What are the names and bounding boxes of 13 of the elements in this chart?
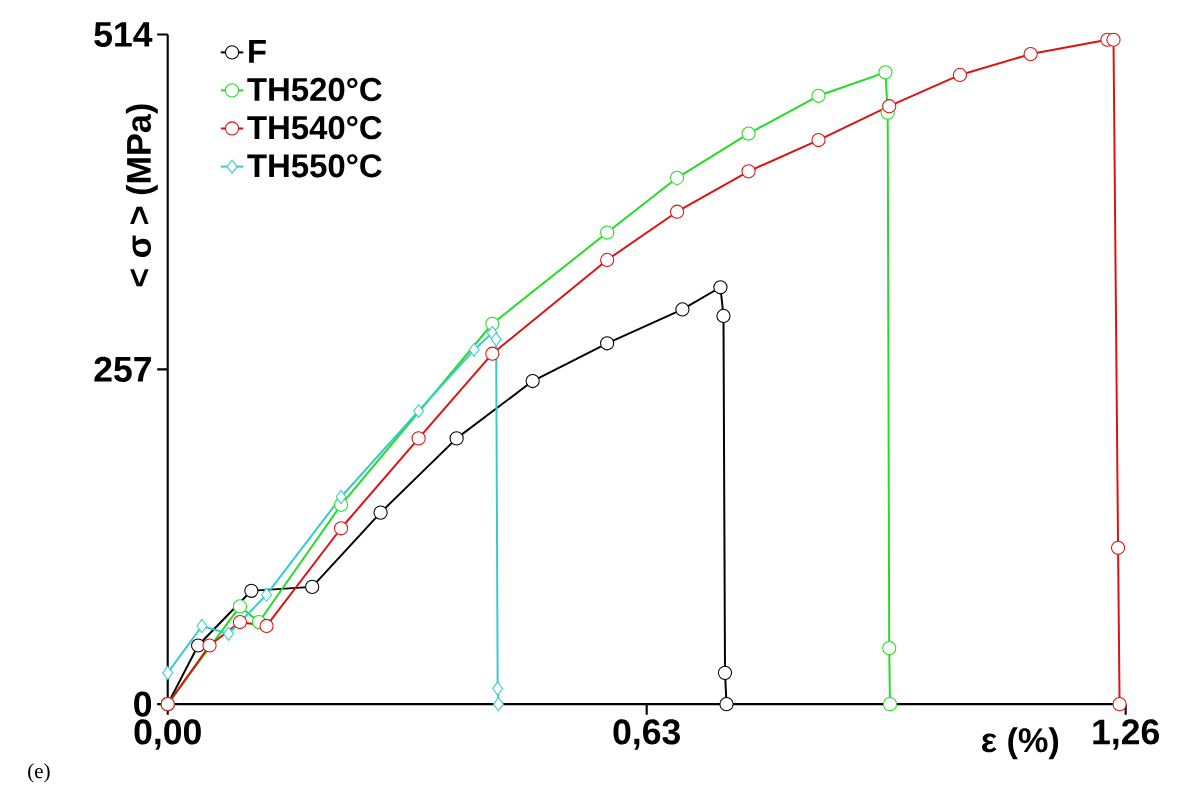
text: (e) (28, 763, 50, 783)
x-axis-title: ε (%) (982, 727, 1059, 760)
y-tick-label: 257 (94, 356, 151, 382)
y-axis-title: < σ > (MPa) (125, 104, 158, 287)
legend-label: TH550°C (247, 154, 382, 178)
legend-label: TH520°C (247, 77, 382, 102)
y-tick-label: 514 (94, 22, 153, 47)
x-tick-label: 0,00 (134, 719, 201, 750)
legend-label: F (249, 40, 266, 63)
x-tick-label: 1,26 (1093, 719, 1159, 750)
x-tick-label: 0,63 (613, 719, 680, 750)
legend-label: TH540°C (247, 116, 382, 140)
y-tick-label: 0 (134, 691, 152, 717)
